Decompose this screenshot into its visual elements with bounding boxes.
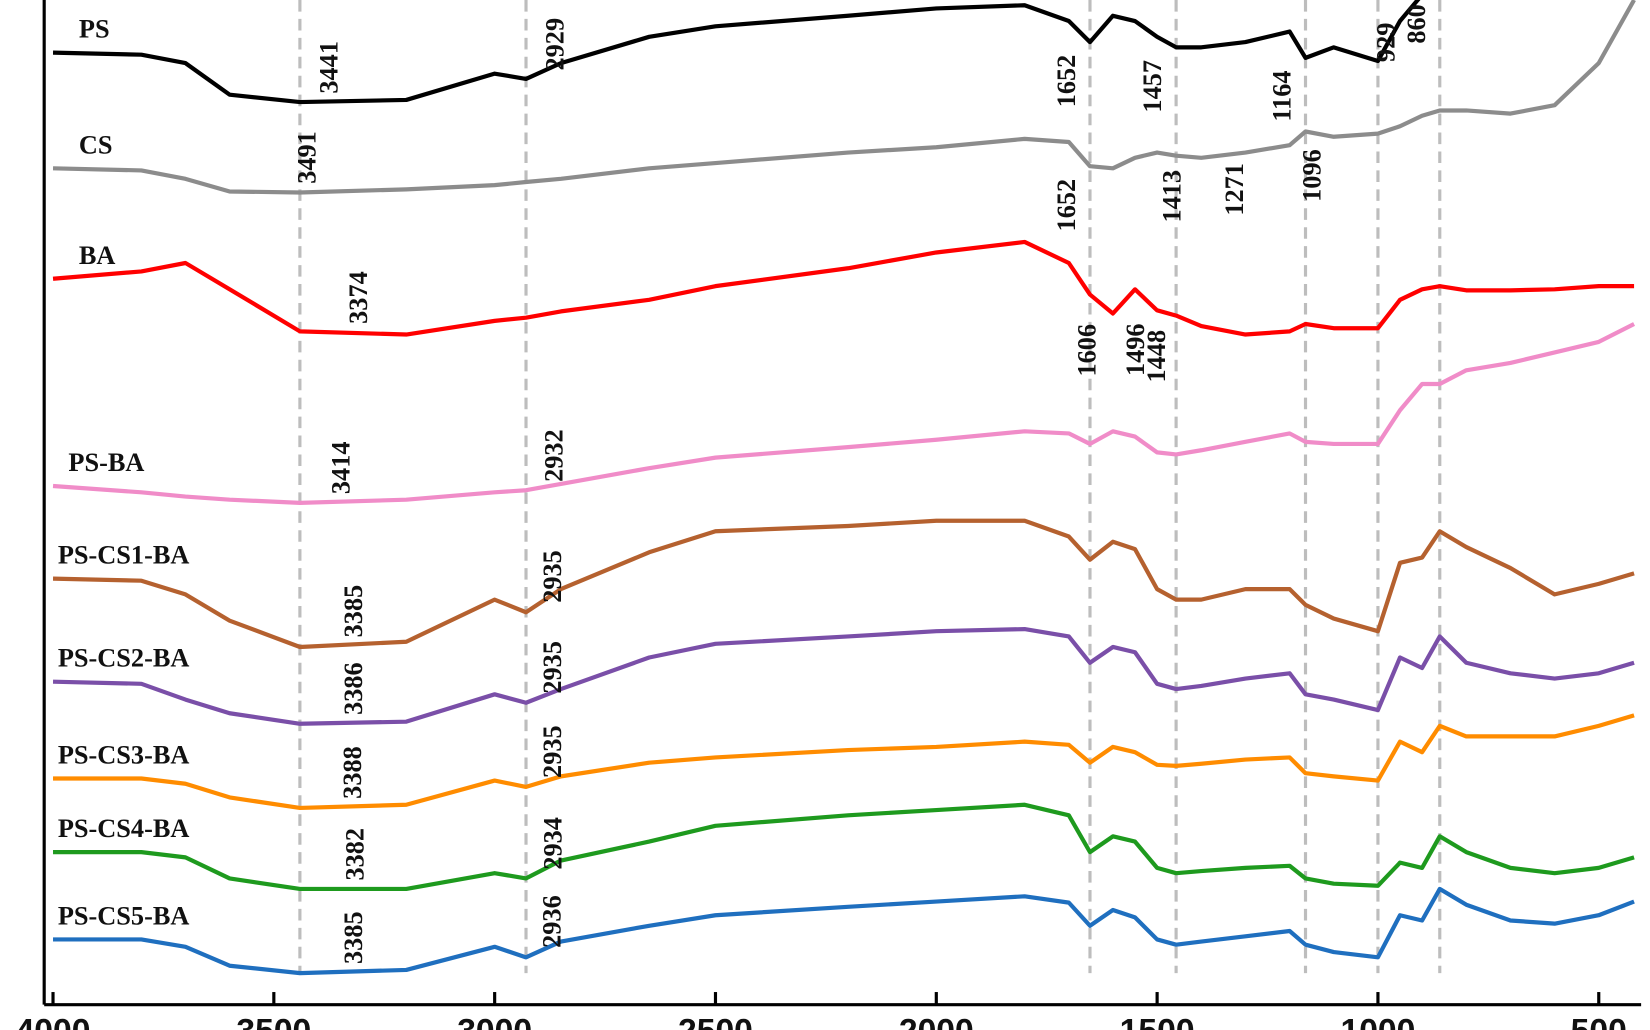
x-tick-label: 500 [1571, 1013, 1627, 1030]
peak-label: 1496 [1121, 323, 1150, 376]
series-label: PS [79, 15, 110, 44]
peak-label: 1457 [1138, 60, 1167, 113]
series-label: PS-CS3-BA [58, 740, 190, 769]
spectrum-line [52, 0, 1421, 105]
peak-label: 2932 [539, 429, 568, 482]
peak-label: 1606 [1072, 324, 1101, 377]
series-group [52, 0, 1636, 976]
peak-label: 1413 [1158, 170, 1187, 223]
peak-label: 3382 [341, 828, 370, 881]
peak-label: 1096 [1298, 149, 1327, 202]
peak-label: 3491 [292, 131, 321, 184]
peak-label: 3386 [339, 662, 368, 715]
x-tick-label: 1500 [1120, 1013, 1195, 1030]
peak-label: 2935 [538, 550, 567, 603]
x-tick-label: 3000 [457, 1013, 532, 1030]
plot: 4000 3500 3000 2500 2000 1500 1000 500 PS 3441 292… [16, 0, 1642, 1030]
peak-label: 2935 [538, 641, 567, 694]
series-label: PS-CS5-BA [58, 901, 190, 930]
peak-label: 1448 [1142, 330, 1171, 383]
series-label: PS-CS1-BA [58, 541, 190, 570]
spectrum-line [52, 626, 1635, 726]
series-label: PS-CS2-BA [58, 644, 190, 673]
spectrum-line [53, 802, 1635, 892]
peak-label: 3385 [339, 585, 368, 638]
x-tick-label: 2000 [899, 1013, 974, 1030]
peak-label: 1164 [1268, 70, 1297, 121]
peak-label: 2935 [538, 725, 567, 778]
spectrum-line [52, 518, 1635, 650]
peak-label: 1271 [1220, 163, 1249, 216]
peak-label: 2936 [538, 895, 567, 948]
x-tick-label: 3500 [236, 1013, 311, 1030]
spectrum-line [53, 713, 1635, 811]
peak-label: 929 [1371, 23, 1400, 62]
spectrum-line [52, 0, 1636, 195]
peak-label: 1652 [1052, 55, 1081, 108]
spectrum-line [52, 322, 1636, 505]
spectrum-line [53, 886, 1635, 976]
x-tick-label: 4000 [16, 1013, 91, 1030]
series-label: CS [79, 130, 113, 159]
series-label: PS-CS4-BA [58, 814, 190, 843]
peak-label: 3388 [338, 746, 367, 799]
peak-label: 3374 [344, 271, 373, 324]
peak-label: 3414 [326, 441, 355, 494]
series-label: BA [79, 241, 116, 270]
series-label: PS-BA [68, 448, 144, 477]
peak-label: 2934 [538, 817, 567, 870]
peak-label: 3385 [339, 911, 368, 964]
x-tick-label: 2500 [678, 1013, 753, 1030]
peak-label: 860 [1402, 4, 1431, 43]
x-tick-label: 1000 [1341, 1013, 1416, 1030]
peak-label: 1652 [1052, 179, 1081, 232]
peak-label: 2929 [541, 18, 570, 71]
spectrum-line [52, 239, 1635, 337]
peak-label: 3441 [314, 41, 343, 94]
